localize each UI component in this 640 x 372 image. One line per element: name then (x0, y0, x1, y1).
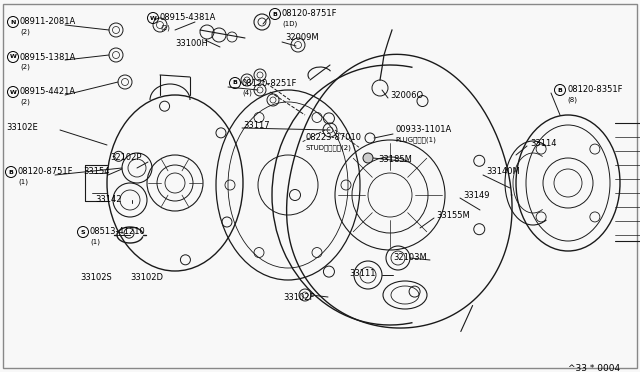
Text: 33102D: 33102D (130, 273, 163, 282)
Text: 33117: 33117 (243, 121, 269, 129)
Text: 08911-2081A: 08911-2081A (20, 17, 76, 26)
Text: 08120-8751F: 08120-8751F (18, 167, 74, 176)
Text: B: B (232, 80, 237, 86)
Text: W: W (10, 90, 17, 94)
Text: N: N (10, 19, 16, 25)
Text: 33102E: 33102E (6, 124, 38, 132)
Text: (1): (1) (90, 239, 100, 245)
Text: ^33 * 0004: ^33 * 0004 (568, 364, 620, 372)
Text: (2): (2) (160, 25, 170, 31)
Text: W: W (10, 55, 17, 60)
Text: PLUGプラグ(1): PLUGプラグ(1) (395, 137, 436, 143)
Text: 08513-41210: 08513-41210 (90, 228, 146, 237)
Text: S: S (81, 230, 85, 234)
Text: W: W (150, 16, 156, 20)
Text: (2): (2) (20, 29, 30, 35)
Text: 08915-4421A: 08915-4421A (20, 87, 76, 96)
Text: B: B (557, 87, 563, 93)
Text: 08915-4381A: 08915-4381A (160, 13, 216, 22)
Text: 33111: 33111 (349, 269, 376, 278)
Text: B: B (273, 12, 277, 16)
Text: STUDスタッド(2): STUDスタッド(2) (305, 145, 351, 151)
Text: 33102F: 33102F (283, 294, 314, 302)
Text: 00933-1101A: 00933-1101A (395, 125, 451, 135)
Text: (1): (1) (18, 179, 28, 185)
Text: (2): (2) (20, 99, 30, 105)
Text: 08915-1381A: 08915-1381A (20, 52, 76, 61)
Text: 33140M: 33140M (486, 167, 520, 176)
Text: 33185M: 33185M (378, 155, 412, 164)
Text: 33149: 33149 (463, 190, 490, 199)
Text: 32102P: 32102P (110, 154, 141, 163)
Text: (1D): (1D) (282, 21, 297, 27)
Text: (8): (8) (567, 97, 577, 103)
Text: 32006O: 32006O (390, 90, 423, 99)
Text: (2): (2) (20, 64, 30, 70)
Text: 08120-8351F: 08120-8351F (567, 86, 623, 94)
Text: 33155M: 33155M (436, 211, 470, 219)
Text: (4): (4) (242, 90, 252, 96)
Text: 08120-8251F: 08120-8251F (242, 78, 298, 87)
Text: 08223-87010: 08223-87010 (305, 134, 361, 142)
Text: 08120-8751F: 08120-8751F (282, 10, 337, 19)
Text: 32103M: 32103M (393, 253, 427, 263)
Text: 33100H: 33100H (175, 38, 208, 48)
Text: 33154: 33154 (83, 167, 109, 176)
Text: 33114: 33114 (530, 138, 557, 148)
Text: 33102S: 33102S (80, 273, 112, 282)
Text: 32009M: 32009M (285, 33, 319, 42)
Text: B: B (8, 170, 13, 174)
Circle shape (363, 153, 373, 163)
Text: 33142: 33142 (95, 196, 122, 205)
